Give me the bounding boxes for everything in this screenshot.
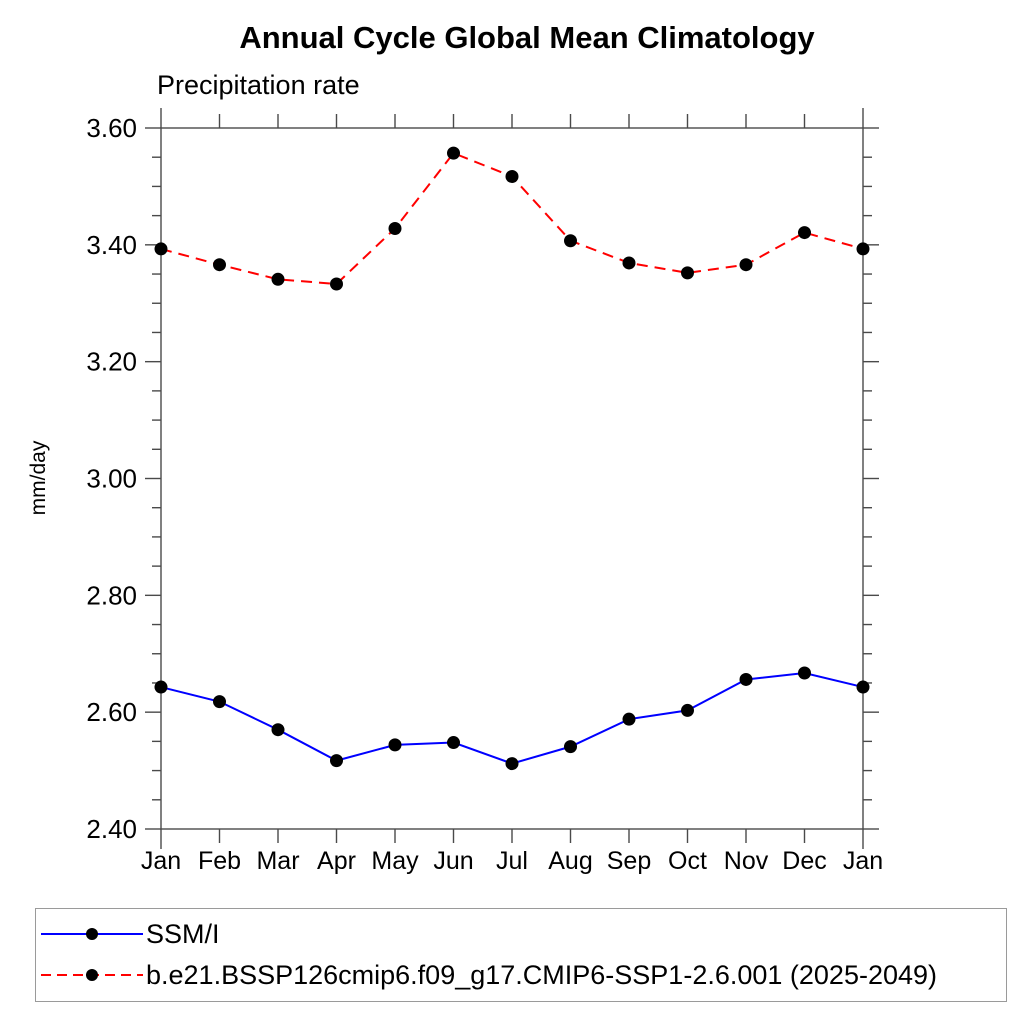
chart-title: Annual Cycle Global Mean Climatology	[239, 20, 815, 55]
y-tick-label: 3.60	[86, 113, 137, 143]
x-tick-label: Mar	[256, 847, 299, 875]
data-point-marker	[271, 723, 285, 737]
data-point-marker	[447, 146, 460, 160]
legend-item-model: b.e21.BSSP126cmip6.f09_g17.CMIP6-SSP1-2.…	[40, 960, 937, 990]
data-point-marker	[154, 242, 168, 256]
data-point-marker	[388, 221, 402, 235]
data-point-marker	[213, 258, 226, 272]
data-point-marker	[856, 242, 870, 256]
data-point-marker	[681, 266, 694, 280]
data-point-marker	[739, 672, 753, 686]
y-tick-label: 2.40	[86, 814, 137, 844]
data-point-marker	[798, 666, 811, 680]
data-point-marker	[856, 680, 870, 694]
legend-label-model: b.e21.BSSP126cmip6.f09_g17.CMIP6-SSP1-2.…	[146, 959, 938, 990]
legend-line-sample-ssmi	[41, 928, 143, 940]
x-tick-label: Dec	[782, 847, 826, 875]
data-point-marker	[622, 712, 636, 726]
data-point-marker	[271, 272, 285, 286]
data-point-marker	[564, 740, 577, 754]
x-tick-label: Feb	[198, 847, 241, 875]
x-tick-label: Apr	[317, 847, 356, 875]
data-point-marker	[330, 754, 343, 768]
y-tick-label: 3.40	[86, 230, 137, 260]
legend-item-ssmi: SSM/I	[40, 919, 220, 949]
data-point-marker	[798, 226, 811, 240]
legend-label-ssmi: SSM/I	[146, 918, 220, 949]
legend-sample-marker-icon	[86, 928, 98, 940]
x-tick-label: Nov	[724, 847, 769, 875]
series-line-ssmi	[160, 672, 864, 765]
data-point-marker	[739, 258, 753, 272]
data-point-marker	[681, 703, 694, 717]
data-point-marker	[622, 256, 636, 270]
legend-line-sample-model	[41, 969, 143, 981]
x-tick-label: Jul	[496, 847, 528, 875]
data-point-marker	[564, 234, 577, 248]
data-point-marker	[154, 680, 168, 694]
data-point-marker	[330, 277, 343, 291]
x-tick-label: Oct	[668, 847, 707, 875]
y-tick-label: 3.20	[86, 347, 137, 377]
y-axis-title: mm/day	[27, 440, 50, 515]
x-tick-label: Jan	[843, 847, 883, 875]
x-tick-label: May	[371, 847, 419, 875]
x-tick-label: Aug	[548, 847, 592, 875]
y-tick-label: 3.00	[86, 464, 137, 494]
data-point-marker	[505, 757, 519, 771]
x-tick-label: Sep	[607, 847, 651, 875]
legend-sample-marker-icon	[86, 969, 98, 981]
y-tick-label: 2.80	[86, 580, 137, 610]
chart-subtitle: Precipitation rate	[157, 70, 360, 100]
data-point-marker	[213, 695, 226, 709]
y-tick-label: 2.60	[86, 697, 137, 727]
data-point-marker	[388, 738, 402, 752]
legend: SSM/I b.e21.BSSP126cmip6.f09_g17.CMIP6-S…	[35, 908, 1007, 1002]
x-tick-label: Jun	[433, 847, 473, 875]
data-point-marker	[505, 169, 519, 183]
x-tick-label: Jan	[141, 847, 181, 875]
data-point-marker	[447, 736, 460, 750]
